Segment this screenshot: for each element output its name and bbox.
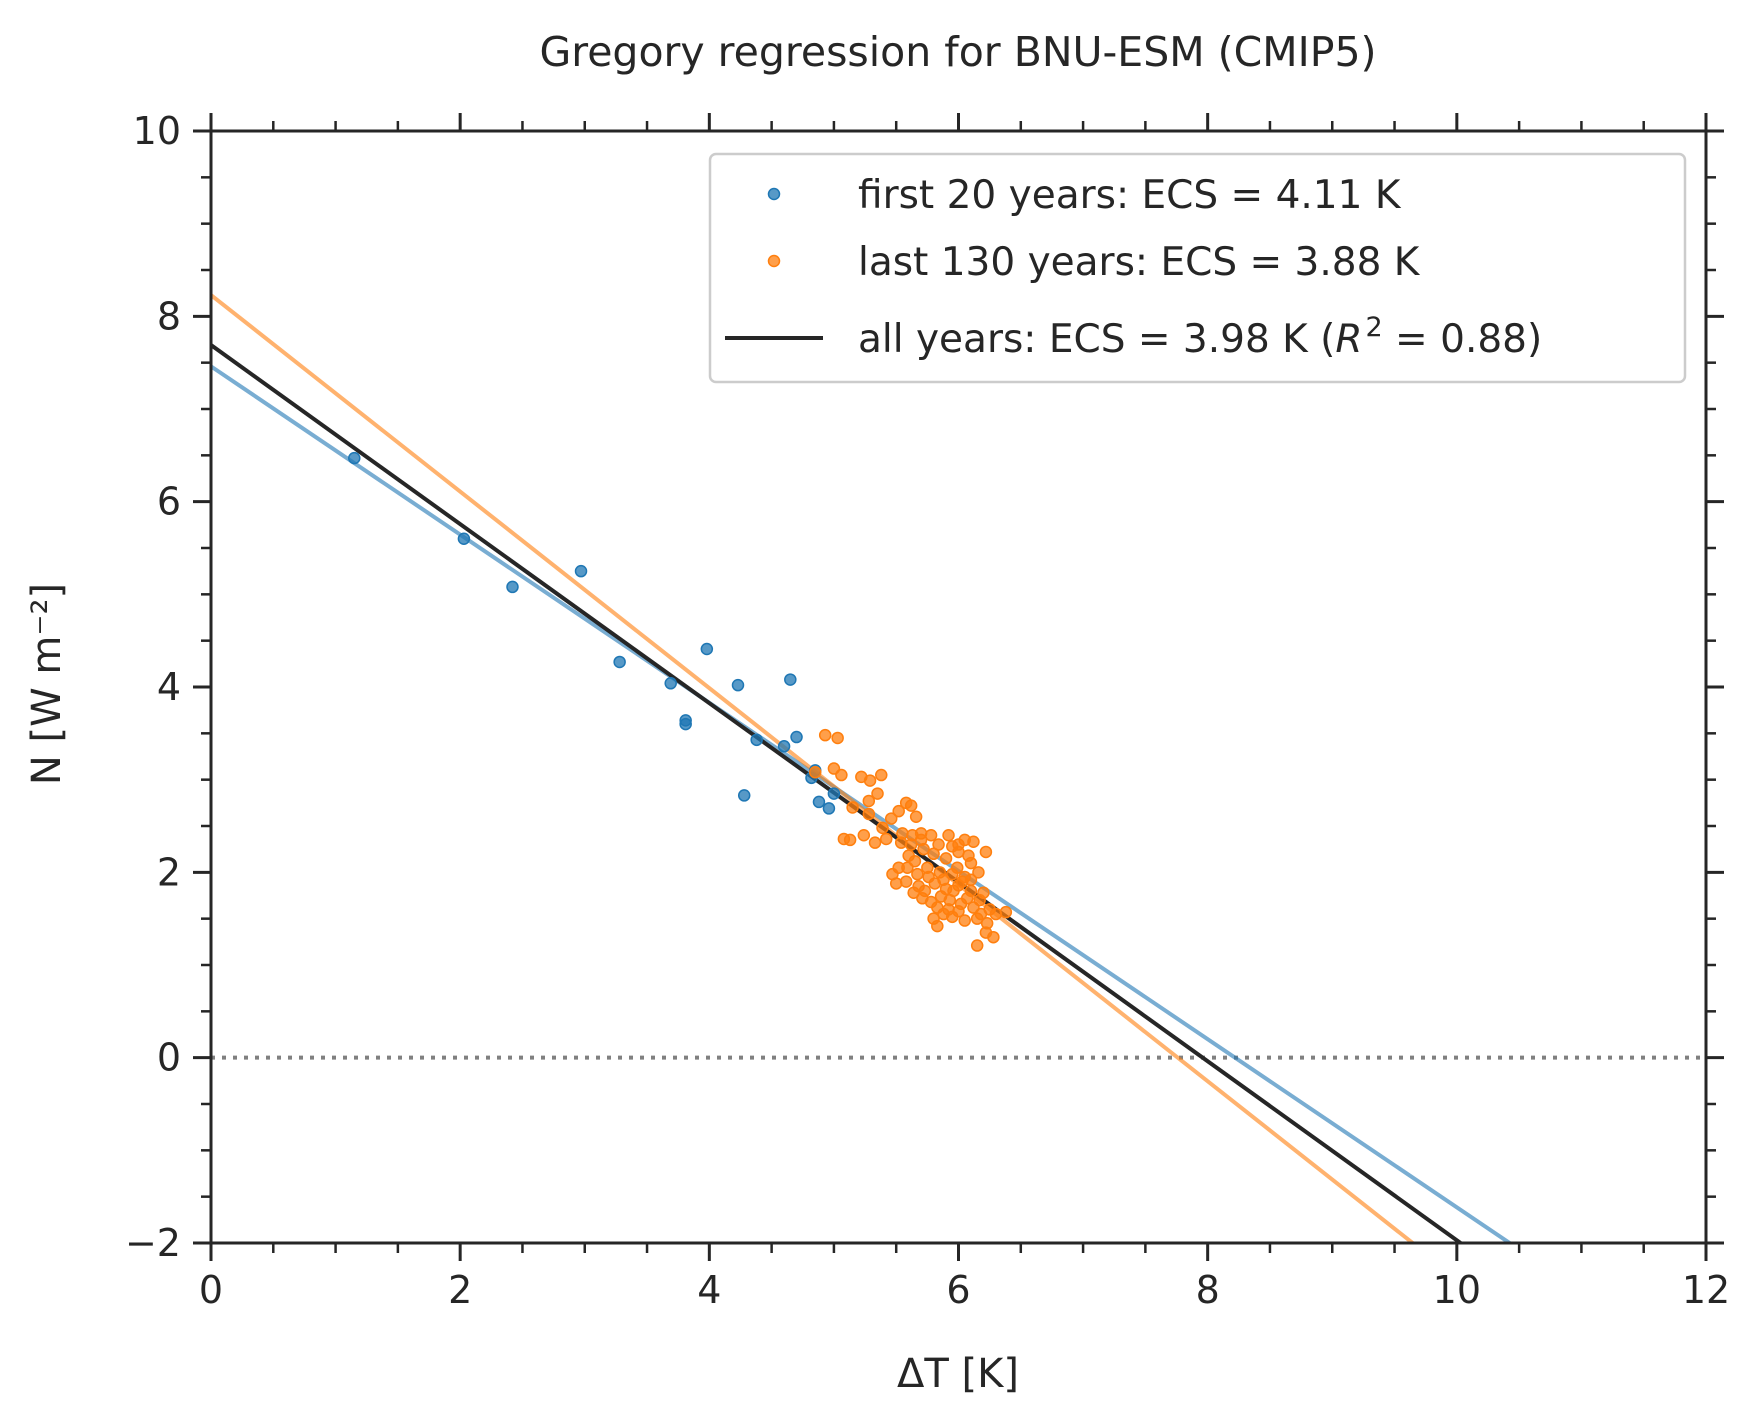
point-last-130 [947,884,960,898]
y-tick-label: 4 [157,665,181,709]
x-tick-label: 0 [199,1268,223,1312]
y-tick-label: 8 [157,294,181,338]
x-tick-label: 6 [946,1268,970,1312]
legend-label: last 130 years: ECS = 3.88 K [858,240,1421,285]
x-tick-label: 8 [1196,1268,1220,1312]
y-tick-label: −2 [125,1221,181,1265]
point-last-130 [875,768,888,782]
point-first-20 [790,730,803,744]
point-last-130 [884,812,898,825]
point-last-130 [960,892,974,905]
point-first-20 [679,714,692,727]
point-last-130 [999,905,1013,919]
y-tick-label: 6 [157,480,181,524]
point-last-130 [846,801,859,814]
point-last-130 [952,905,965,918]
point-last-130 [831,731,844,745]
data-layer [211,293,1706,1243]
legend-label: first 20 years: ECS = 4.11 K [858,173,1402,218]
point-last-130 [835,768,848,782]
point-last-130 [922,870,935,884]
point-first-20 [822,802,836,815]
point-first-20 [574,564,588,578]
point-last-130 [974,907,988,921]
point-last-130 [958,914,971,927]
y-axis-title: N [W m⁻²] [24,583,70,785]
point-last-130 [989,907,1003,921]
legend: first 20 years: ECS = 4.11 K last 130 yea… [708,152,1687,384]
point-last-130 [962,849,975,862]
point-last-130 [924,829,938,842]
point-last-130 [911,867,924,881]
point-first-20 [664,677,677,690]
point-last-130 [942,829,955,842]
point-last-130 [927,847,940,861]
x-axis-title: ΔT [K] [897,1351,1019,1397]
point-last-130 [970,939,984,952]
point-last-130 [909,810,923,823]
point-first-20 [812,795,826,809]
point-last-130 [808,766,822,779]
legend-marker-point [767,254,781,268]
point-last-130 [967,835,980,849]
point-last-130 [914,833,928,847]
y-tick-label: 0 [157,1036,181,1080]
point-last-130 [904,799,918,812]
point-first-20 [457,532,471,545]
point-last-130 [868,836,882,849]
y-tick-label: 2 [157,850,181,894]
y-tick-label: 10 [133,109,181,153]
plot-area: 0 2 4 6 8 10 12 −2 0 2 4 6 8 10 [125,109,1730,1312]
point-last-130 [901,861,914,874]
x-tick-label: 4 [697,1268,721,1312]
x-tick-label: 2 [448,1268,472,1312]
point-first-20 [827,787,841,800]
point-first-20 [613,655,626,669]
legend-label: all years: ECS = 3.98 K (R 2 = 0.88) [858,312,1542,362]
point-last-130 [857,829,871,842]
point-last-130 [843,833,857,847]
x-tick-label: 10 [1433,1268,1481,1312]
point-last-130 [973,893,986,907]
point-last-130 [937,873,950,886]
point-last-130 [818,728,832,742]
legend-marker-point [767,187,781,201]
chart-title: Gregory regression for BNU-ESM (CMIP5) [539,28,1376,76]
point-last-130 [942,903,955,916]
point-last-130 [972,866,985,879]
regression-line-first [211,364,1512,1243]
point-last-130 [931,901,944,914]
point-last-130 [879,832,893,846]
legend-box [708,152,1687,384]
point-last-130 [863,774,877,787]
point-last-130 [871,787,884,800]
point-last-130 [889,877,903,890]
point-last-130 [892,804,905,818]
point-first-20 [784,673,797,686]
point-last-130 [899,875,913,888]
point-first-20 [750,733,763,747]
x-tick-label: 12 [1682,1268,1730,1312]
point-first-20 [506,580,519,594]
point-last-130 [951,861,964,874]
point-first-20 [348,451,361,465]
point-last-130 [939,852,953,865]
point-last-130 [964,873,978,886]
point-last-130 [894,836,908,849]
point-last-130 [876,821,889,835]
point-first-20 [777,740,791,753]
point-first-20 [700,642,714,656]
point-last-130 [862,807,876,821]
point-first-20 [737,789,751,802]
point-last-130 [862,794,876,808]
point-first-20 [731,678,745,692]
point-last-130 [907,886,920,899]
point-last-130 [987,930,1000,944]
point-last-130 [931,919,944,933]
point-last-130 [979,845,993,859]
